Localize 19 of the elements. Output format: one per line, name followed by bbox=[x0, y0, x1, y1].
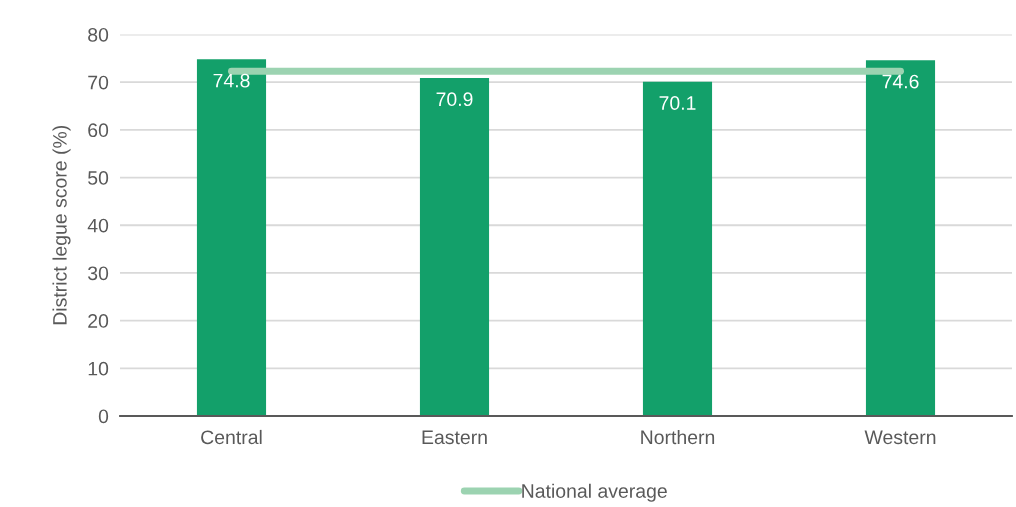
x-tick-label: Northern bbox=[641, 429, 715, 445]
y-tick-label: 10 bbox=[88, 361, 109, 376]
y-tick-label: 20 bbox=[88, 314, 109, 328]
y-tick-label: 40 bbox=[87, 218, 109, 233]
legend-label: National average bbox=[522, 483, 667, 502]
data-label: 74.6 bbox=[882, 74, 919, 89]
data-label: 70.9 bbox=[436, 92, 473, 107]
data-label: 70.1 bbox=[659, 96, 696, 110]
data-label: 74.8 bbox=[213, 73, 250, 88]
x-tick-label: Eastern bbox=[422, 430, 487, 445]
y-tick-label: 50 bbox=[88, 171, 109, 185]
y-tick-label: 0 bbox=[98, 409, 109, 424]
y-axis-title: District legue score (%) bbox=[52, 125, 71, 325]
x-tick-label: Western bbox=[864, 430, 936, 445]
y-tick-label: 80 bbox=[88, 27, 109, 42]
y-tick-label: 60 bbox=[88, 123, 109, 138]
x-tick-label: Central bbox=[201, 429, 262, 445]
y-tick-label: 70 bbox=[88, 75, 109, 90]
y-tick-label: 30 bbox=[88, 266, 109, 281]
